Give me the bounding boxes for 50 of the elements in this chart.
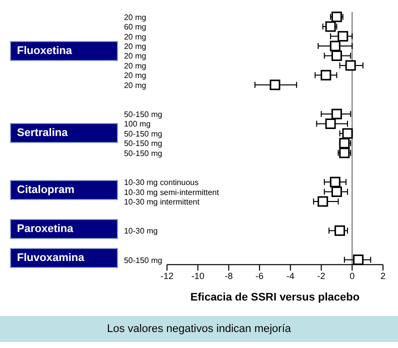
x-axis-title: Eficacia de SSRI versus placebo [190,292,360,304]
y-tick-label: 50-150 mg [124,256,162,265]
text: Paroxetina [10,218,118,239]
x-tick-label: -2 [317,271,326,282]
y-tick-label: 50-150 mg [124,148,162,158]
point [270,80,280,90]
y-tick-label: 20 mg [124,32,146,42]
y-tick-label: 20 mg [124,80,146,90]
x-tick-label: -12 [160,271,174,282]
x-tick-label: 2 [380,271,386,282]
point [331,186,342,198]
point [342,128,353,139]
text: Fluoxetina [10,40,118,61]
point [334,225,346,236]
y-tick-label: 20 mg [124,71,146,80]
y-tick-label: 10-30 mg intermittent [124,197,200,206]
point [318,196,328,207]
point [331,108,342,120]
text: Los valores negativos indican mejoría [0,316,398,342]
y-tick-label: 50-150 mg [124,110,162,120]
point [320,70,332,80]
x-tick-label: -8 [224,271,233,282]
y-tick-label: 50-150 mg [124,139,162,148]
text: Citalopram [10,180,118,200]
point [325,21,336,32]
y-tick-label: 60 mg [124,22,146,32]
y-tick-label: 10-30 mg continuous [124,178,199,188]
point [325,118,336,129]
point [339,148,350,158]
point [345,60,356,71]
point [331,50,342,61]
point [338,31,348,42]
point [330,176,340,188]
point [331,12,342,22]
y-tick-label: 10-30 mg semi-intermittent [124,188,220,197]
x-tick-label: -6 [256,271,264,282]
point [353,254,364,266]
y-tick-label: 20 mg [124,12,146,22]
y-tick-label: 100 mg [124,120,151,129]
x-tick-label: -4 [286,271,294,282]
y-tick-label: 50-150 mg [124,129,162,138]
x-tick-label: -10 [191,271,204,282]
y-tick-label: 20 mg [124,52,146,61]
text: Fluvoxamina [10,248,118,268]
x-tick-label: 0 [350,271,355,282]
y-tick-label: 20 mg [124,42,146,52]
point [330,40,340,52]
text: Sertralina [10,122,118,142]
y-tick-label: 10-30 mg [124,226,158,236]
y-tick-label: 20 mg [124,61,146,70]
